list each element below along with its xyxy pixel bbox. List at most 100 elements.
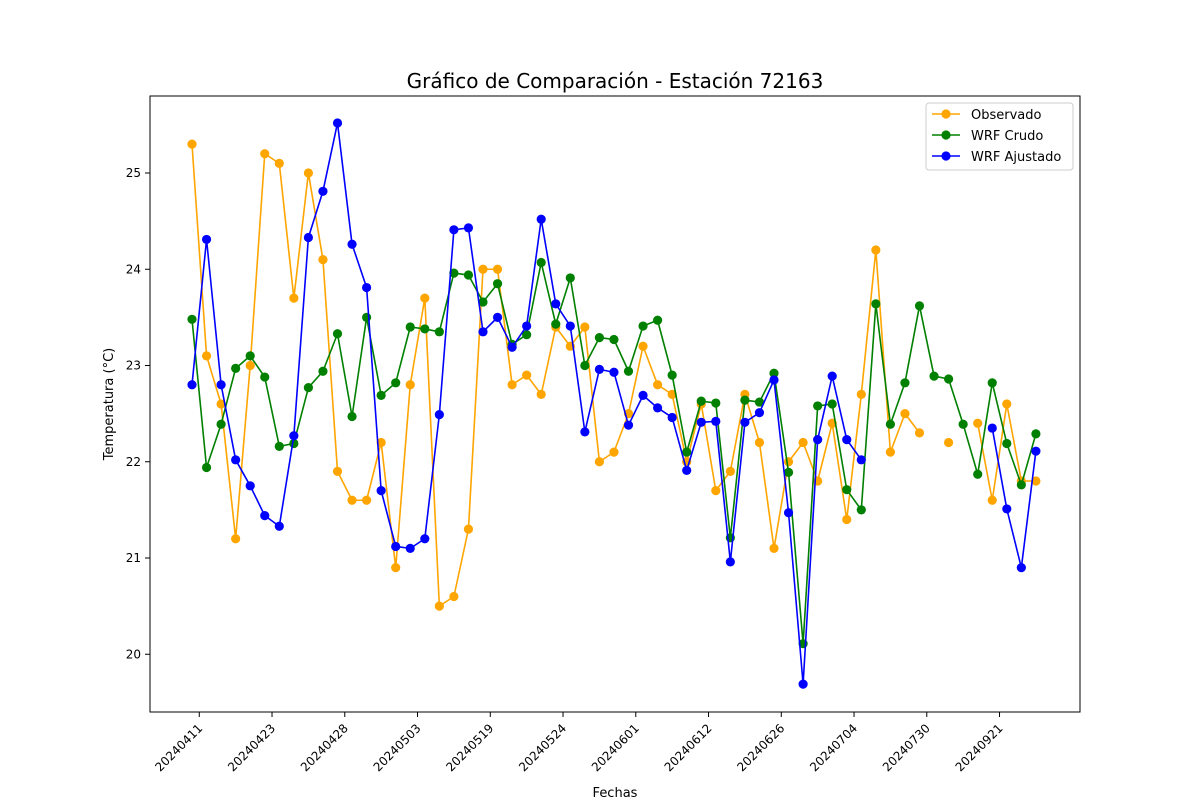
data-point [536, 214, 546, 224]
data-point [580, 427, 590, 437]
data-point [1016, 480, 1026, 490]
data-point [449, 591, 459, 602]
data-point [856, 389, 866, 399]
data-point [565, 273, 575, 283]
legend-swatch-marker [941, 151, 951, 161]
data-point [1016, 563, 1026, 573]
data-point [594, 332, 605, 343]
data-point [885, 447, 896, 457]
data-point [769, 368, 779, 378]
data-point [318, 186, 328, 196]
data-point [769, 543, 779, 553]
data-point [580, 360, 590, 371]
data-point [478, 297, 488, 307]
series-layer [187, 118, 1041, 689]
y-axis: 20 21 22 23 24 25 [126, 166, 150, 661]
data-point [245, 351, 255, 361]
data-point [740, 395, 750, 405]
data-point [580, 322, 590, 332]
data-point [231, 455, 241, 465]
data-point [1002, 504, 1012, 514]
data-point [449, 268, 459, 278]
data-point [667, 370, 677, 380]
x-tick-label: 20240503 [371, 721, 424, 774]
legend-entry: WRF Ajustado [932, 150, 1061, 165]
data-point [478, 327, 488, 337]
data-point [900, 378, 910, 388]
data-point [318, 366, 328, 376]
data-point [522, 321, 532, 331]
data-point [856, 505, 866, 515]
data-point [725, 466, 735, 476]
data-point [405, 543, 415, 553]
data-point [1002, 399, 1012, 409]
data-point [536, 389, 546, 399]
x-tick-label: 20240921 [953, 721, 1006, 774]
data-point [187, 314, 197, 324]
legend: Observado WRF Crudo WRF Ajustado [925, 102, 1074, 171]
data-point [492, 279, 503, 289]
series-line [191, 122, 1037, 685]
data-point [725, 557, 735, 567]
y-tick-label: 22 [126, 455, 141, 469]
data-point [609, 334, 619, 345]
series-wrf-ajustado [187, 118, 1041, 689]
legend-swatch-marker [941, 130, 951, 140]
data-point [944, 374, 954, 384]
data-point [667, 412, 677, 423]
data-point [391, 563, 401, 573]
data-point [187, 380, 197, 390]
data-point [842, 485, 852, 495]
y-tick-label: 25 [126, 166, 141, 180]
data-point [1031, 429, 1041, 439]
data-point [594, 457, 605, 467]
data-point [638, 390, 648, 400]
data-point [754, 397, 765, 407]
data-point [696, 417, 706, 427]
data-point [609, 447, 619, 457]
data-point [842, 435, 852, 445]
data-point [332, 118, 343, 128]
data-point [536, 257, 546, 268]
data-point [958, 419, 968, 429]
data-point [492, 312, 503, 322]
data-point [289, 431, 299, 441]
data-point [798, 437, 808, 448]
data-point [463, 223, 474, 233]
data-point [201, 462, 212, 473]
x-tick-label: 20240519 [443, 721, 496, 774]
data-point [914, 301, 925, 311]
data-point [565, 321, 575, 331]
x-tick-label: 20240730 [880, 721, 933, 774]
data-point [274, 158, 284, 168]
data-point [420, 293, 430, 303]
data-point [420, 324, 430, 334]
data-point [201, 351, 212, 361]
data-point [1031, 446, 1041, 456]
x-tick-label: 20240601 [589, 721, 642, 774]
data-point [245, 360, 255, 371]
data-point [463, 270, 474, 280]
data-point [871, 299, 881, 309]
data-point [391, 378, 401, 388]
data-point [362, 495, 372, 505]
data-point [245, 481, 255, 491]
data-point [667, 389, 677, 399]
legend-entry: Observado [932, 108, 1042, 123]
data-point [216, 380, 226, 390]
data-point [376, 437, 386, 448]
data-point [711, 416, 721, 426]
data-point [856, 455, 866, 465]
y-tick-label: 21 [126, 551, 141, 565]
data-point [216, 419, 226, 429]
data-point [653, 315, 663, 325]
x-tick-label: 20240428 [298, 721, 351, 774]
data-point [522, 370, 532, 380]
data-point [813, 401, 823, 411]
data-point [987, 378, 997, 388]
data-point [783, 508, 794, 518]
data-point [944, 437, 954, 448]
data-point [303, 232, 313, 243]
data-point [420, 534, 430, 544]
